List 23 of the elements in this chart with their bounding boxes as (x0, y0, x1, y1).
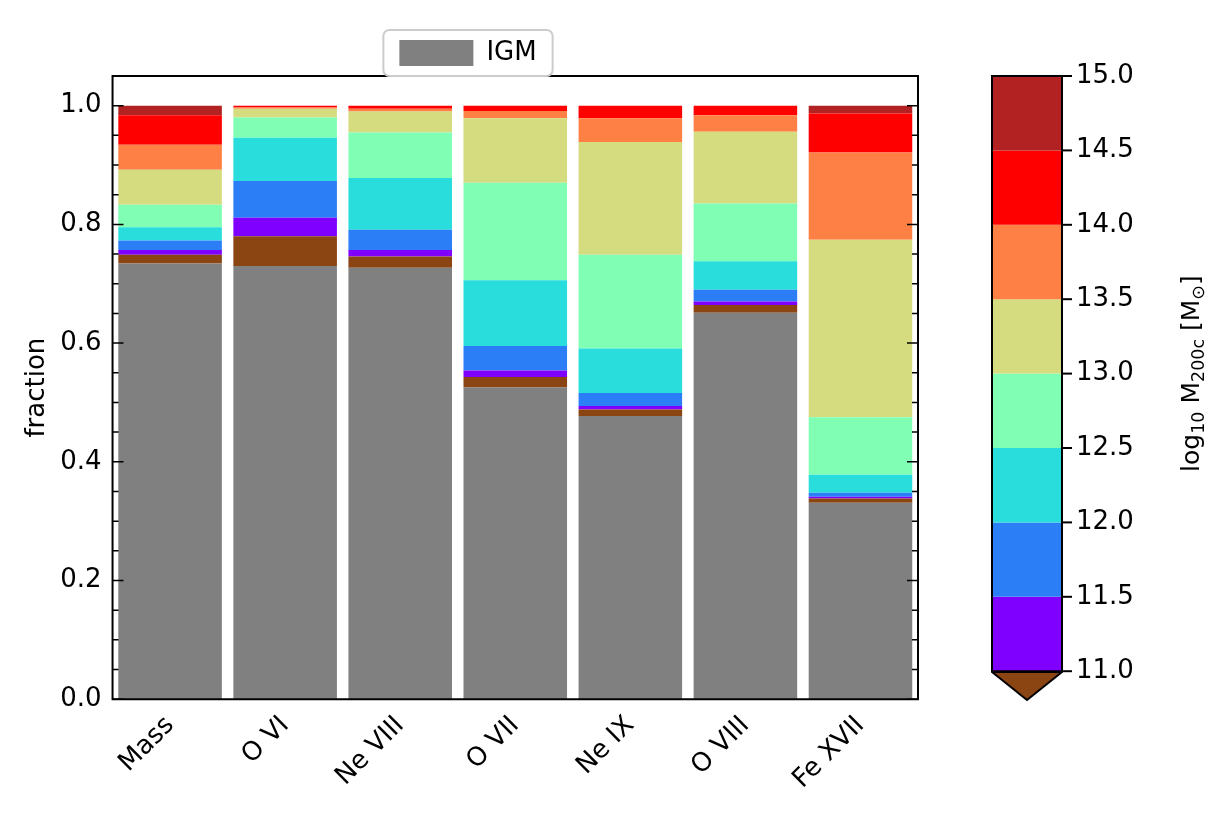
x-tick-label: O VII (459, 709, 525, 774)
color-bar-title: log10 M200c [M⊙] (1175, 275, 1209, 472)
color-bar-label: 12.5 (1076, 430, 1134, 461)
y-tick-label: 0.0 (60, 681, 102, 712)
color-bar-label: 11.0 (1076, 653, 1134, 684)
y-tick-label: 0.2 (60, 563, 102, 594)
y-tick-label: 0.8 (60, 207, 102, 238)
color-bar-label: 14.0 (1076, 207, 1134, 238)
color-bar-label: 13.0 (1076, 356, 1134, 387)
x-tick-label: Ne IX (569, 709, 640, 780)
y-axis-title: fraction (20, 337, 51, 438)
x-tick-label: Ne VIII (328, 709, 410, 790)
legend-label: IGM (486, 35, 537, 66)
y-tick-label: 0.4 (60, 444, 102, 475)
color-bar-label: 13.5 (1076, 281, 1134, 312)
color-bar-label: 12.0 (1076, 505, 1134, 536)
y-tick-label: 1.0 (60, 88, 102, 119)
color-bar-label: 11.5 (1076, 579, 1134, 610)
color-bar-label: 15.0 (1076, 58, 1134, 89)
y-tick-label: 0.6 (60, 325, 102, 356)
color-bar-label: 14.5 (1076, 133, 1134, 164)
x-tick-label: O VI (234, 709, 295, 769)
x-tick-label: O VIII (684, 709, 755, 780)
